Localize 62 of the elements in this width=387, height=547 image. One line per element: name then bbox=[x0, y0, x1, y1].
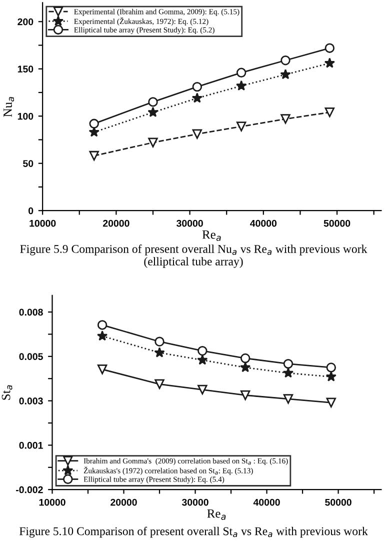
y-tick-label: 150 bbox=[18, 66, 34, 72]
point bbox=[148, 138, 158, 148]
y-tick-label: 200 bbox=[18, 18, 34, 26]
point bbox=[324, 58, 335, 68]
x-tick-label: 40000 bbox=[250, 220, 277, 227]
point bbox=[236, 80, 247, 91]
y-tick-label: -0.002 bbox=[16, 486, 43, 494]
y-tick-label: 50 bbox=[23, 160, 34, 167]
point bbox=[154, 336, 164, 346]
y-tick-label: 0.005 bbox=[19, 353, 43, 360]
y-axis-title: Nu$_{a}$ bbox=[4, 97, 14, 117]
point bbox=[198, 346, 208, 356]
point bbox=[192, 92, 202, 103]
point bbox=[324, 107, 335, 118]
point bbox=[280, 56, 290, 66]
point bbox=[283, 394, 294, 404]
x-tick-label: 20000 bbox=[110, 498, 137, 506]
point bbox=[96, 330, 108, 341]
caption: Figure 5.10 Comparison of present overall St$_{a}$ vs Re$_{a}$ with previous work bbox=[19, 526, 368, 538]
y-tick-label: 0.001 bbox=[19, 442, 43, 449]
point bbox=[236, 122, 246, 132]
point bbox=[280, 114, 290, 124]
x-tick-label: 50000 bbox=[324, 220, 350, 227]
point bbox=[154, 379, 164, 390]
point bbox=[97, 364, 108, 374]
y-tick-label: 100 bbox=[18, 112, 34, 120]
point bbox=[282, 368, 294, 378]
point bbox=[240, 390, 250, 400]
x-axis-title: Re$_{a}$ bbox=[202, 230, 221, 241]
point bbox=[89, 118, 99, 129]
point bbox=[236, 68, 246, 78]
point bbox=[197, 354, 208, 365]
x-tick-label: 10000 bbox=[39, 498, 66, 506]
point bbox=[148, 97, 158, 107]
point bbox=[148, 106, 158, 117]
y-tick-label: 0.008 bbox=[19, 308, 43, 316]
x-axis-title: Re$_{a}$ bbox=[207, 509, 226, 520]
x-tick-label: 30000 bbox=[182, 498, 208, 506]
point bbox=[192, 129, 202, 139]
x-tick-label: 40000 bbox=[253, 498, 280, 506]
point bbox=[89, 150, 99, 161]
x-tick-label: 10000 bbox=[30, 220, 56, 227]
point bbox=[326, 398, 336, 408]
y-axis-title: St$_{a}$ bbox=[2, 385, 12, 400]
point bbox=[154, 347, 165, 358]
y-tick-label: 0.003 bbox=[19, 398, 43, 404]
text: Figure 5.9 Comparison of present overall Nu$_{a}$ vs Re$_{a}$ with previous work (elliptical tube array) bbox=[20, 244, 368, 268]
point bbox=[192, 82, 202, 92]
point bbox=[324, 43, 335, 53]
x-tick-label: 50000 bbox=[325, 498, 352, 506]
y-tick-label: 0 bbox=[28, 207, 34, 214]
point bbox=[240, 353, 250, 364]
point bbox=[97, 320, 108, 330]
point bbox=[283, 358, 294, 369]
x-tick-label: 20000 bbox=[103, 220, 130, 227]
point bbox=[326, 371, 336, 382]
point bbox=[88, 126, 100, 137]
point bbox=[326, 362, 336, 372]
point bbox=[198, 384, 208, 395]
point bbox=[240, 362, 251, 372]
point bbox=[280, 68, 291, 80]
x-tick-label: 30000 bbox=[176, 220, 203, 227]
